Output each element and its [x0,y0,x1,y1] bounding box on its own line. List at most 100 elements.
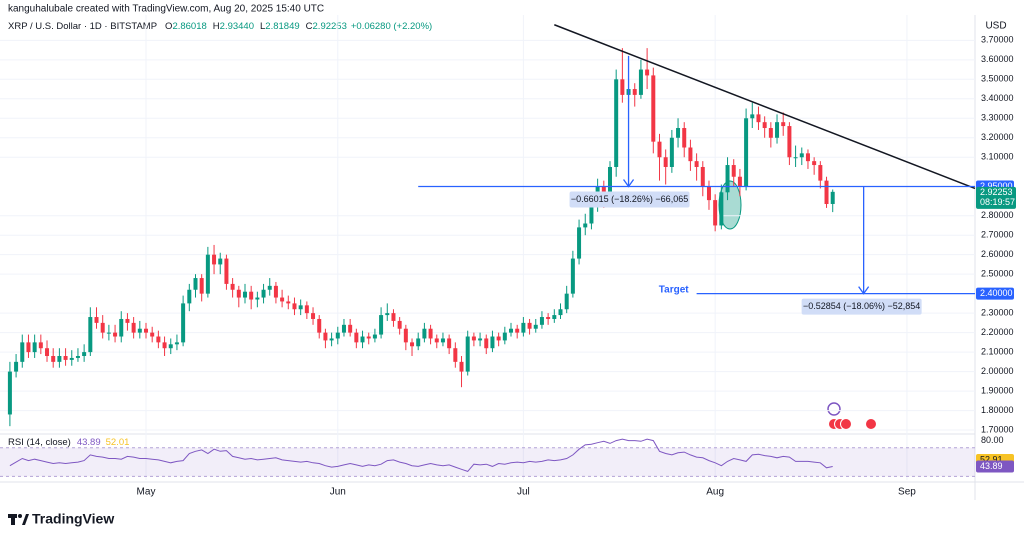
measure-label-box [569,191,690,208]
candle-body [75,356,80,358]
candle-body [410,342,415,347]
candle-body [51,356,56,362]
candle-body [471,336,476,341]
candle-body [205,254,210,294]
y-tick-label: 2.30000 [981,308,1014,318]
candle-body [577,227,582,259]
y-tick-label: 3.70000 [981,35,1014,45]
candle-body [385,313,390,316]
y-tick-label: 3.50000 [981,74,1014,84]
candle-body [113,332,118,337]
y-tick-label: 3.10000 [981,152,1014,162]
candle-body [168,344,173,349]
candle-body [787,126,792,158]
candle-body [775,122,780,138]
candle-body [14,361,19,372]
candle-body [199,278,204,294]
y-tick-label: 1.80000 [981,405,1014,415]
candle-body [150,332,155,337]
candle-body [335,332,340,339]
rsi-value-label: 52.91 [980,454,1003,464]
event-icon [865,418,877,430]
rsi-ma-value: 52.01 [106,437,130,448]
candle-body [63,356,68,360]
candle-body [366,336,371,339]
candle-body [620,79,625,95]
level-price-label: 2.95000 [980,181,1013,191]
candle-body [546,317,551,319]
y-tick-label: 2.20000 [981,327,1014,337]
level-price-label: 2.40000 [980,288,1013,298]
candle-body [824,180,829,205]
candle-body [230,283,235,290]
candle-body [131,322,136,333]
trendline [554,24,976,190]
candle-body [459,361,464,372]
legend-value: 2.86018 [172,21,206,32]
candle-body [527,322,532,329]
x-tick-label: Aug [706,487,724,498]
y-tick-label: 2.80000 [981,210,1014,220]
candle-body [818,165,823,181]
candle-body [688,147,693,162]
x-tick-label: Sep [898,487,916,498]
candle-body [663,157,668,167]
y-tick-label: 2.70000 [981,230,1014,240]
candle-body [317,318,322,333]
candle-body [88,317,93,353]
candle-body [762,122,767,129]
candle-body [799,153,804,158]
credit: kanguhalubale created with TradingView.c… [8,4,324,15]
candle-body [45,348,50,357]
rsi-value: 43.89 [77,437,101,448]
candle-body [607,166,612,201]
legend-key: O [165,21,172,32]
candle-body [638,69,643,95]
candle-body [26,342,31,353]
measure-label-box [801,298,922,315]
candle-body [360,336,365,343]
measure-label: −0.66015 (−18.26%) −66,065 [571,194,688,204]
candle-body [7,371,12,415]
candle-body [496,336,501,341]
candle-body [298,305,303,310]
rsi-value-box [976,460,1014,473]
candle-body [490,336,495,349]
candle-body [793,157,798,159]
candle-body [311,313,316,319]
candle-body [69,357,74,360]
candle-body [830,191,835,204]
candle-body [82,352,87,357]
candle-body [261,289,266,298]
candle-body [434,338,439,343]
candle-body [280,297,285,302]
x-tick-label: May [137,487,156,498]
candle-body [38,342,43,349]
last-price-label: 2.92253 [980,187,1013,197]
y-tick-label: 2.50000 [981,269,1014,279]
candle-body [106,332,111,334]
candle-body [348,324,353,333]
legend-key: L [260,21,265,32]
rsi-band [0,447,975,477]
candle-body [255,297,260,300]
brand-logo: TradingView [8,511,114,527]
candle-body [242,291,247,298]
y-tick-label: 2.10000 [981,346,1014,356]
candle-body [447,338,452,349]
candle-body [713,200,718,226]
event-icon [840,418,852,430]
candle-body [564,293,569,310]
legend-value: 2.81849 [265,21,299,32]
candle-body [552,315,557,319]
candle-body [558,309,563,316]
candle-body [267,285,272,290]
candle-body [570,258,575,294]
candle-body [428,328,433,339]
candle-body [539,317,544,325]
candle-body [144,328,149,333]
rsi-name: RSI (14, close) [8,437,71,448]
candle-body [453,348,458,362]
candle-body [502,332,507,341]
x-tick-label: Jun [330,487,346,498]
